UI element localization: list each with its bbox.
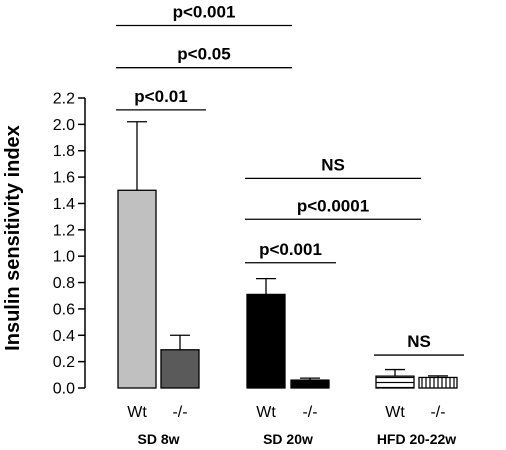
group-label: SD 8w <box>137 431 179 447</box>
axes: 0.0 0.2 0.4 0.6 0.8 1.0 1.2 1.4 1.6 1.8 2.0 2.2 <box>53 91 86 398</box>
significance-label: p<0.001 <box>259 240 322 259</box>
group-label: SD 20w <box>263 431 313 447</box>
y-tick-label: 1.8 <box>53 143 75 160</box>
y-tick-label: 0.6 <box>53 301 75 318</box>
y-tick-label: 2.2 <box>53 91 75 108</box>
bar-category-label: Wt <box>127 404 147 421</box>
y-tick-label: 0.2 <box>53 354 75 371</box>
bar-category-label: -/- <box>430 404 445 421</box>
y-tick-label: 2.0 <box>53 117 75 134</box>
y-tick-label: 1.6 <box>53 170 75 187</box>
significance-label: NS <box>407 332 431 351</box>
y-axis-label: Insulin sensitivity index <box>2 125 24 351</box>
significance-annotations: p<0.001 p<0.05 p<0.01 NS p<0.0001 p<0.001 NS <box>116 3 464 356</box>
significance-label: p<0.001 <box>173 3 236 22</box>
significance-label: p<0.0001 <box>297 196 369 215</box>
significance-label: p<0.01 <box>134 87 187 106</box>
bar <box>418 376 458 389</box>
y-tick-label: 1.4 <box>53 196 75 213</box>
bar <box>290 379 330 389</box>
group-labels: Wt -/- SD 8w Wt -/- SD 20w Wt -/- HFD 20-22w <box>127 404 456 447</box>
bar <box>160 349 200 389</box>
y-tick-label: 1.2 <box>53 222 75 239</box>
group-label: HFD 20-22w <box>377 431 456 447</box>
y-tick-label: 1.0 <box>53 249 75 266</box>
bar <box>375 375 415 389</box>
bar <box>246 293 286 389</box>
y-tick-label: 0.0 <box>53 381 75 398</box>
bar <box>117 189 157 389</box>
significance-label: p<0.05 <box>177 45 230 64</box>
y-tick-label: 0.4 <box>53 328 75 345</box>
bar-category-label: -/- <box>172 404 187 421</box>
bar-category-label: Wt <box>256 404 276 421</box>
bars <box>117 121 458 389</box>
y-tick-label: 0.8 <box>53 275 75 292</box>
significance-label: NS <box>321 155 345 174</box>
bar-category-label: Wt <box>385 404 405 421</box>
bar-category-label: -/- <box>302 404 317 421</box>
